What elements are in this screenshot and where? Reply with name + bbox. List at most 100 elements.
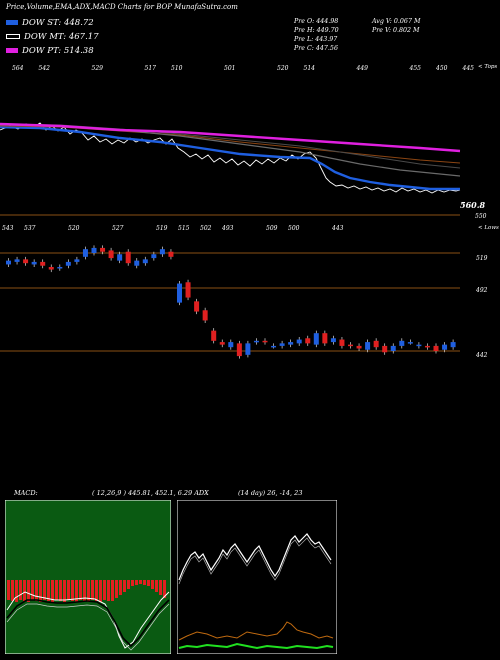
low-value-label: 502 [200,225,212,232]
candle-body [433,345,439,351]
candle-body [245,343,251,355]
legend-st-label: DOW ST: 448.72 [22,18,94,28]
low-value-label: 537 [24,225,36,232]
macd-histogram-bar [155,580,158,592]
candle-body [31,261,37,265]
macd-histogram-bar [159,580,162,595]
candles-panel: 543 537 520 527 519 515 502 493 509 500 443 < Lows… [0,225,499,359]
macd-panel [5,500,171,654]
macd-histogram-bar [19,580,22,600]
macd-histogram-bar [107,580,110,601]
legend-st: DOW ST: 448.72 [6,18,94,28]
adx-line [178,642,334,650]
candle-body [40,261,46,266]
candle-body [348,344,353,347]
low-value-label: 515 [178,225,190,232]
macd-histogram-bar [43,580,46,600]
low-value-label: 509 [266,225,278,232]
tops-label: < Tops [478,64,497,70]
ema-short-line [0,125,460,191]
legend-pt-label: DOW PT: 514.38 [22,46,94,56]
ema-panel: 564 542 529 517 510 501 520 514 449 455 450 445 < T… [0,64,497,220]
macd-histogram-bar [119,580,122,595]
candle-body [159,249,165,255]
candle-body [450,342,456,348]
top-value-label: 450 [435,65,448,72]
macd-histogram-bar [91,580,94,600]
macd-histogram-bar [87,580,90,602]
macd-histogram-bar [103,580,106,600]
candle-body [305,338,311,344]
candle-body [424,345,430,348]
macd-histogram-bar [163,580,166,598]
quote-high: Pre H: 449.70 [294,27,339,34]
candle-body [82,249,88,257]
macd-histogram-bar [39,580,42,602]
low-labels: 543 537 520 527 519 515 502 493 509 500 443 [2,225,344,232]
top-value-label: 455 [409,65,422,72]
candle-body [236,343,242,357]
top-value-label: 517 [145,65,157,72]
macd-histogram-bar [15,580,18,602]
candle-body [117,254,123,261]
candle-body [134,260,140,266]
top-value-label: 542 [39,65,51,72]
candle-body [442,344,448,350]
macd-values: ( 12,26,9 ) 445.81, 452.1, 6.29 ADX [92,489,209,497]
candle-body [253,340,259,343]
macd-histogram-bar [75,580,78,602]
low-value-label: 500 [288,225,300,232]
quote-prev-volume: Pre V: 0.802 M [372,27,420,34]
macd-histogram-bar [63,580,66,602]
macd-histogram-bar [95,580,98,601]
macd-histogram-bar [115,580,118,598]
macd-histogram-bar [147,580,150,586]
candle-body [23,259,29,264]
candle-body [142,259,148,264]
candle-body [407,342,413,344]
candle-body [57,267,63,269]
candle-body [108,250,114,259]
quote-avg-volume: Avg V: 0.067 M [372,18,421,25]
macd-histogram-bar [71,580,74,601]
candle-body [202,310,208,321]
adx-di-plus-line [178,533,332,581]
macd-histogram-bar [59,580,62,601]
candle-body [219,342,225,345]
candle-body [262,340,268,343]
candle-body [177,283,182,303]
macd-histogram-bar [47,580,50,601]
candle-body [365,342,371,350]
top-value-label: 564 [12,65,24,72]
candle-body [48,267,54,270]
candle-body [279,343,285,346]
candle-body [373,340,379,348]
ref-value: 550 [475,213,487,220]
adx-panel [177,500,337,654]
macd-histogram-bar [55,580,58,600]
quote-low: Pre L: 443.97 [294,36,338,43]
candle-body [416,344,422,347]
macd-histogram-bar [131,580,134,586]
candle-body [14,259,20,262]
candle-body [65,261,71,266]
price-line [0,122,461,194]
macd-label: MACD: [14,489,38,497]
top-value-label: 445 [462,65,475,72]
quote-close: Pre C: 447.56 [294,45,338,52]
macd-histogram-bar [143,580,146,585]
top-value-label: 529 [92,65,104,72]
macd-histogram-bar [127,580,130,589]
candle-body [91,247,97,253]
macd-signal-line-2 [6,603,170,651]
macd-histogram-bar [31,580,34,600]
level-label-1: 519 [476,255,488,262]
candles-group [6,245,456,359]
legend-mt: DOW MT: 467.17 [6,32,99,42]
candle-body [330,338,336,343]
top-labels: 564 542 529 517 510 501 520 514 449 455 450 445 [12,65,474,72]
candle-body [100,247,106,252]
candle-body [313,333,319,345]
level-label-2: 492 [475,287,488,294]
top-value-label: 501 [224,65,235,72]
